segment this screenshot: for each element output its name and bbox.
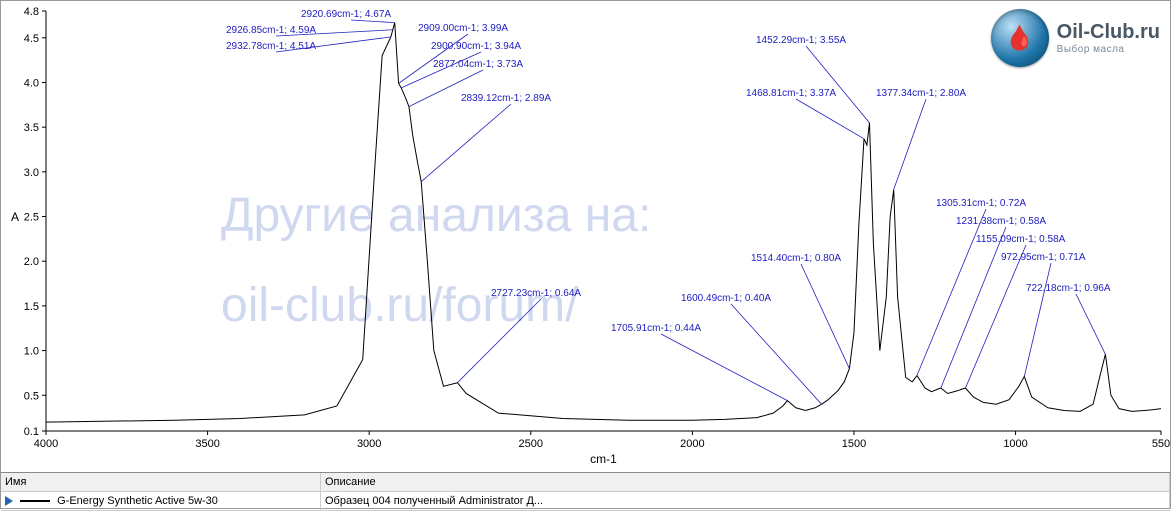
svg-text:1705.91cm-1; 0.44A: 1705.91cm-1; 0.44A [611, 323, 701, 334]
svg-text:1452.29cm-1; 3.55A: 1452.29cm-1; 3.55A [756, 35, 846, 46]
svg-text:0.5: 0.5 [24, 390, 39, 402]
chart-area: Другие анализа на: oil-club.ru/forum/0.1 0… [1, 1, 1170, 472]
svg-text:2932.78cm-1; 4.51A: 2932.78cm-1; 4.51A [226, 41, 316, 52]
svg-text:1000: 1000 [1003, 438, 1027, 450]
svg-text:972.95cm-1; 0.71A: 972.95cm-1; 0.71A [1001, 252, 1086, 263]
cell-desc: Образец 004 полученный Administrator Д..… [321, 492, 1170, 510]
svg-text:1305.31cm-1; 0.72A: 1305.31cm-1; 0.72A [936, 198, 1026, 209]
logo: 🩸 Oil-Club.ru Выбор масла [991, 9, 1160, 67]
logo-subtitle: Выбор масла [1057, 44, 1160, 55]
svg-text:1377.34cm-1; 2.80A: 1377.34cm-1; 2.80A [876, 88, 966, 99]
header-name: Имя [1, 473, 321, 491]
table-header-row: Имя Описание [1, 473, 1170, 492]
svg-text:1500: 1500 [842, 438, 866, 450]
svg-text:2839.12cm-1; 2.89A: 2839.12cm-1; 2.89A [461, 93, 551, 104]
svg-text:2.0: 2.0 [24, 256, 39, 268]
cell-name: G-Energy Synthetic Active 5w-30 [1, 492, 321, 510]
logo-text: Oil-Club.ru Выбор масла [1057, 21, 1160, 55]
logo-title: Oil-Club.ru [1057, 21, 1160, 44]
info-table: Имя Описание G-Energy Synthetic Active 5… [1, 472, 1170, 509]
svg-text:2000: 2000 [680, 438, 704, 450]
table-row[interactable]: G-Energy Synthetic Active 5w-30 Образец … [1, 492, 1170, 511]
svg-text:Другие анализа на:: Другие анализа на: [221, 189, 651, 242]
svg-text:3.5: 3.5 [24, 122, 39, 134]
svg-text:1514.40cm-1; 0.80A: 1514.40cm-1; 0.80A [751, 253, 841, 264]
svg-text:4.5: 4.5 [24, 33, 39, 45]
svg-text:1231.38cm-1; 0.58A: 1231.38cm-1; 0.58A [956, 216, 1046, 227]
series-line-icon [20, 500, 50, 502]
svg-text:2727.23cm-1; 0.64A: 2727.23cm-1; 0.64A [491, 288, 581, 299]
svg-text:2500: 2500 [519, 438, 543, 450]
svg-text:4.8: 4.8 [24, 6, 39, 18]
svg-text:1155.09cm-1; 0.58A: 1155.09cm-1; 0.58A [976, 234, 1066, 245]
svg-text:A: A [11, 210, 19, 224]
row-marker-icon [5, 496, 13, 506]
svg-text:722.18cm-1; 0.96A: 722.18cm-1; 0.96A [1026, 283, 1111, 294]
svg-text:2900.90cm-1; 3.94A: 2900.90cm-1; 3.94A [431, 41, 521, 52]
svg-text:3.0: 3.0 [24, 167, 39, 179]
svg-text:3000: 3000 [357, 438, 381, 450]
svg-text:4.0: 4.0 [24, 77, 39, 89]
svg-text:1.0: 1.0 [24, 346, 39, 358]
svg-text:2909.00cm-1; 3.99A: 2909.00cm-1; 3.99A [418, 23, 508, 34]
svg-text:2926.85cm-1; 4.59A: 2926.85cm-1; 4.59A [226, 25, 316, 36]
sample-name: G-Energy Synthetic Active 5w-30 [57, 495, 218, 507]
svg-text:1468.81cm-1; 3.37A: 1468.81cm-1; 3.37A [746, 88, 836, 99]
svg-text:4000: 4000 [34, 438, 58, 450]
svg-text:2.5: 2.5 [24, 212, 39, 224]
svg-text:oil-club.ru/forum/: oil-club.ru/forum/ [221, 279, 579, 332]
svg-text:cm-1: cm-1 [590, 452, 617, 466]
svg-text:2877.04cm-1; 3.73A: 2877.04cm-1; 3.73A [433, 59, 523, 70]
header-desc: Описание [321, 473, 1170, 491]
svg-text:550: 550 [1152, 438, 1170, 450]
svg-text:2920.69cm-1; 4.67A: 2920.69cm-1; 4.67A [301, 9, 391, 20]
svg-text:1600.49cm-1; 0.40A: 1600.49cm-1; 0.40A [681, 293, 771, 304]
svg-text:0.1: 0.1 [24, 426, 39, 438]
logo-icon: 🩸 [991, 9, 1049, 67]
svg-text:1.5: 1.5 [24, 301, 39, 313]
svg-text:3500: 3500 [195, 438, 219, 450]
spectrum-window: Другие анализа на: oil-club.ru/forum/0.1 0… [0, 0, 1171, 509]
